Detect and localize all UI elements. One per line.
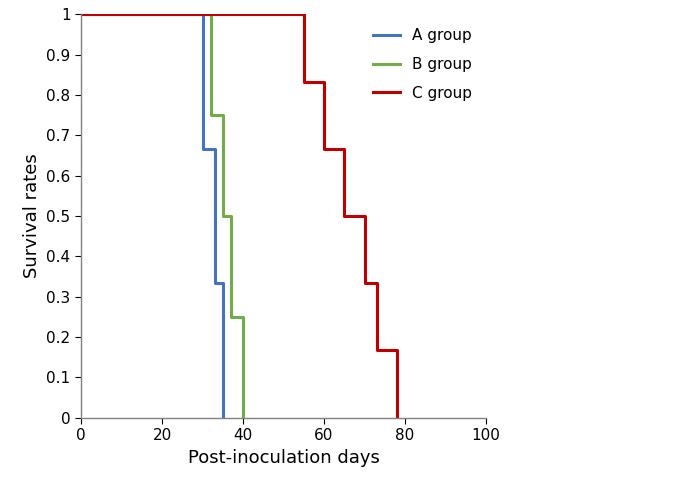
Y-axis label: Survival rates: Survival rates <box>23 154 40 278</box>
X-axis label: Post-inoculation days: Post-inoculation days <box>188 449 379 467</box>
Legend: A group, B group, C group: A group, B group, C group <box>367 22 479 107</box>
